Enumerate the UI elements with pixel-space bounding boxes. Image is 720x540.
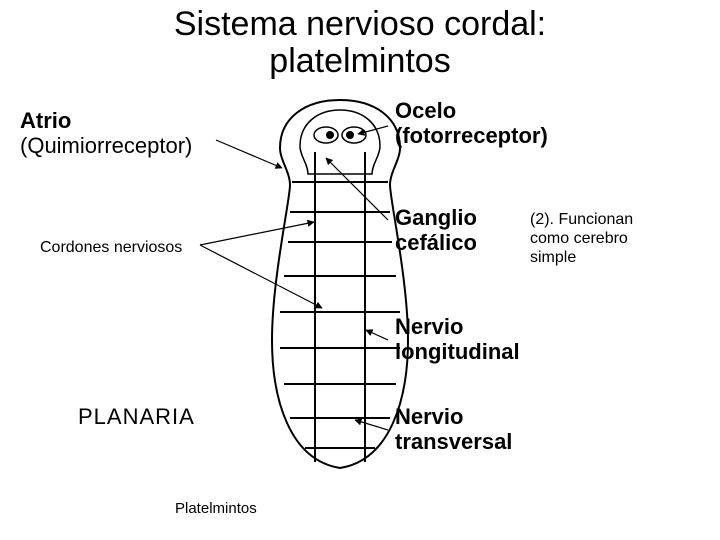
ganglio-note-line1: (2). Funcionan <box>530 211 633 228</box>
caption-platelmintos: Platelmintos <box>175 500 257 517</box>
label-ocelo-line2: (fotorreceptor) <box>395 123 548 148</box>
ntrans-line1: Nervio <box>395 404 463 429</box>
label-ocelo-line1: Ocelo <box>395 98 456 123</box>
label-ganglio-line1: Ganglio <box>395 205 477 230</box>
ntrans-line2: transversal <box>395 429 512 454</box>
label-ganglio-note: (2). Funcionan como cerebro simple <box>530 210 633 268</box>
label-nervio-transversal: Nervio transversal <box>395 404 512 455</box>
label-cordones: Cordones nerviosos <box>40 238 182 257</box>
ganglio-note-line3: simple <box>530 249 576 266</box>
label-atrio: Atrio (Quimiorreceptor) <box>20 108 192 159</box>
slide-root: Sistema nervioso cordal: platelmintos At… <box>0 0 720 540</box>
nlong-line2: longitudinal <box>395 339 520 364</box>
label-planaria: PLANARIA <box>78 404 195 429</box>
label-ocelo: Ocelo (fotorreceptor) <box>395 98 548 149</box>
slide-title: Sistema nervioso cordal: platelmintos <box>0 6 720 81</box>
ganglio-note-line2: como cerebro <box>530 230 628 247</box>
nlong-line1: Nervio <box>395 314 463 339</box>
title-line2: platelmintos <box>269 42 450 80</box>
label-ganglio: Ganglio cefálico <box>395 205 477 256</box>
label-nervio-longitudinal: Nervio longitudinal <box>395 314 520 365</box>
label-atrio-line1: Atrio <box>20 108 71 133</box>
label-ganglio-line2: cefálico <box>395 230 477 255</box>
title-line1: Sistema nervioso cordal: <box>174 5 546 43</box>
label-atrio-line2: (Quimiorreceptor) <box>20 133 192 158</box>
